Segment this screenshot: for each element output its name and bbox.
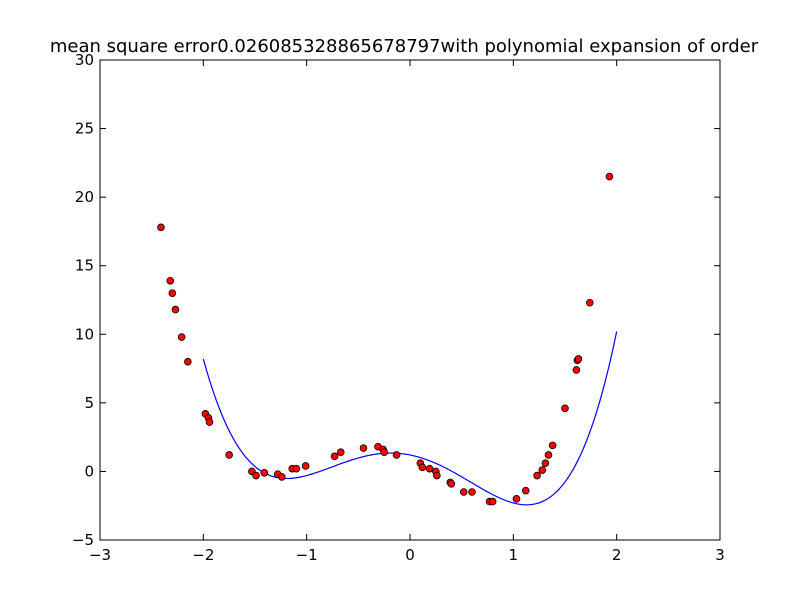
plot-area (100, 60, 720, 540)
x-tick-label: 1 (509, 546, 519, 564)
scatter-points-layer (157, 172, 614, 506)
data-point (533, 471, 541, 480)
data-point (157, 223, 165, 232)
fit-curve-layer (202, 331, 618, 506)
data-point (292, 464, 301, 473)
data-point (252, 471, 260, 480)
data-point (447, 479, 456, 488)
x-tick-label: 0 (405, 546, 415, 564)
x-tick-label: 3 (715, 546, 725, 564)
data-point (541, 459, 550, 468)
data-point (225, 451, 233, 459)
data-point (548, 441, 557, 450)
x-tick-label: 2 (612, 546, 622, 564)
x-tick-label: −2 (192, 546, 214, 564)
data-point (177, 333, 186, 341)
data-point (330, 452, 339, 461)
data-point (574, 355, 583, 363)
y-tick-label: 15 (75, 257, 94, 275)
data-point (392, 451, 401, 459)
chart-title: mean square error0.026085328865678797wit… (50, 36, 759, 57)
fit-curve (202, 331, 618, 506)
data-point (359, 444, 368, 452)
data-point (468, 488, 476, 496)
data-point (380, 448, 388, 457)
data-point (205, 418, 214, 426)
y-tick-label: 25 (75, 120, 94, 138)
data-point (488, 497, 497, 506)
y-tick-label: 30 (75, 51, 94, 69)
data-point (512, 495, 521, 503)
y-tick-label: 5 (84, 394, 94, 412)
y-tick-label: −5 (72, 531, 94, 549)
data-point (585, 298, 594, 307)
data-point (278, 473, 286, 481)
x-tick-label: −1 (296, 546, 318, 564)
x-tick-label: −3 (89, 546, 111, 564)
data-point (301, 462, 310, 470)
data-point (166, 276, 175, 285)
y-tick-label: 20 (75, 188, 94, 206)
data-point (561, 404, 569, 413)
data-point (168, 289, 177, 297)
data-point (418, 463, 427, 472)
y-tick-label: 10 (75, 325, 94, 343)
data-point (538, 466, 547, 474)
data-point (336, 448, 345, 457)
data-point (433, 471, 441, 480)
data-point (459, 488, 468, 496)
y-tick-label: 0 (84, 462, 94, 480)
data-point (572, 366, 581, 374)
plot-frame (99, 59, 721, 541)
data-point (171, 305, 180, 314)
data-point (521, 486, 530, 495)
data-point (425, 464, 434, 473)
data-point (605, 172, 614, 181)
data-point (544, 451, 553, 459)
data-point (184, 357, 192, 366)
axis-ticks-layer: −3 −2 −1 0 1 2 3 −5 0 5 10 15 20 25 30 (72, 51, 725, 564)
data-point (260, 468, 269, 477)
